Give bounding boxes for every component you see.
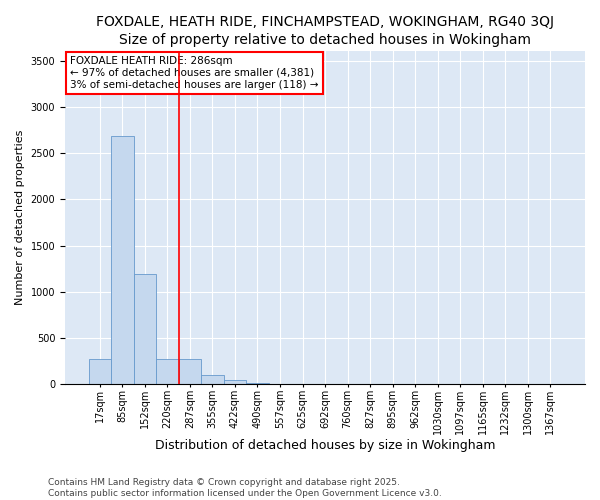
Bar: [224, 380, 246, 384]
Title: FOXDALE, HEATH RIDE, FINCHAMPSTEAD, WOKINGHAM, RG40 3QJ
Size of property relativ: FOXDALE, HEATH RIDE, FINCHAMPSTEAD, WOKI…: [96, 15, 554, 48]
Text: FOXDALE HEATH RIDE: 286sqm
← 97% of detached houses are smaller (4,381)
3% of se: FOXDALE HEATH RIDE: 286sqm ← 97% of deta…: [70, 56, 319, 90]
Bar: [179, 360, 201, 384]
Bar: [111, 136, 134, 384]
Bar: [134, 274, 156, 384]
Bar: [89, 360, 111, 384]
Text: Contains HM Land Registry data © Crown copyright and database right 2025.
Contai: Contains HM Land Registry data © Crown c…: [48, 478, 442, 498]
X-axis label: Distribution of detached houses by size in Wokingham: Distribution of detached houses by size …: [155, 440, 495, 452]
Y-axis label: Number of detached properties: Number of detached properties: [15, 130, 25, 306]
Bar: [201, 375, 224, 384]
Bar: [156, 360, 179, 384]
